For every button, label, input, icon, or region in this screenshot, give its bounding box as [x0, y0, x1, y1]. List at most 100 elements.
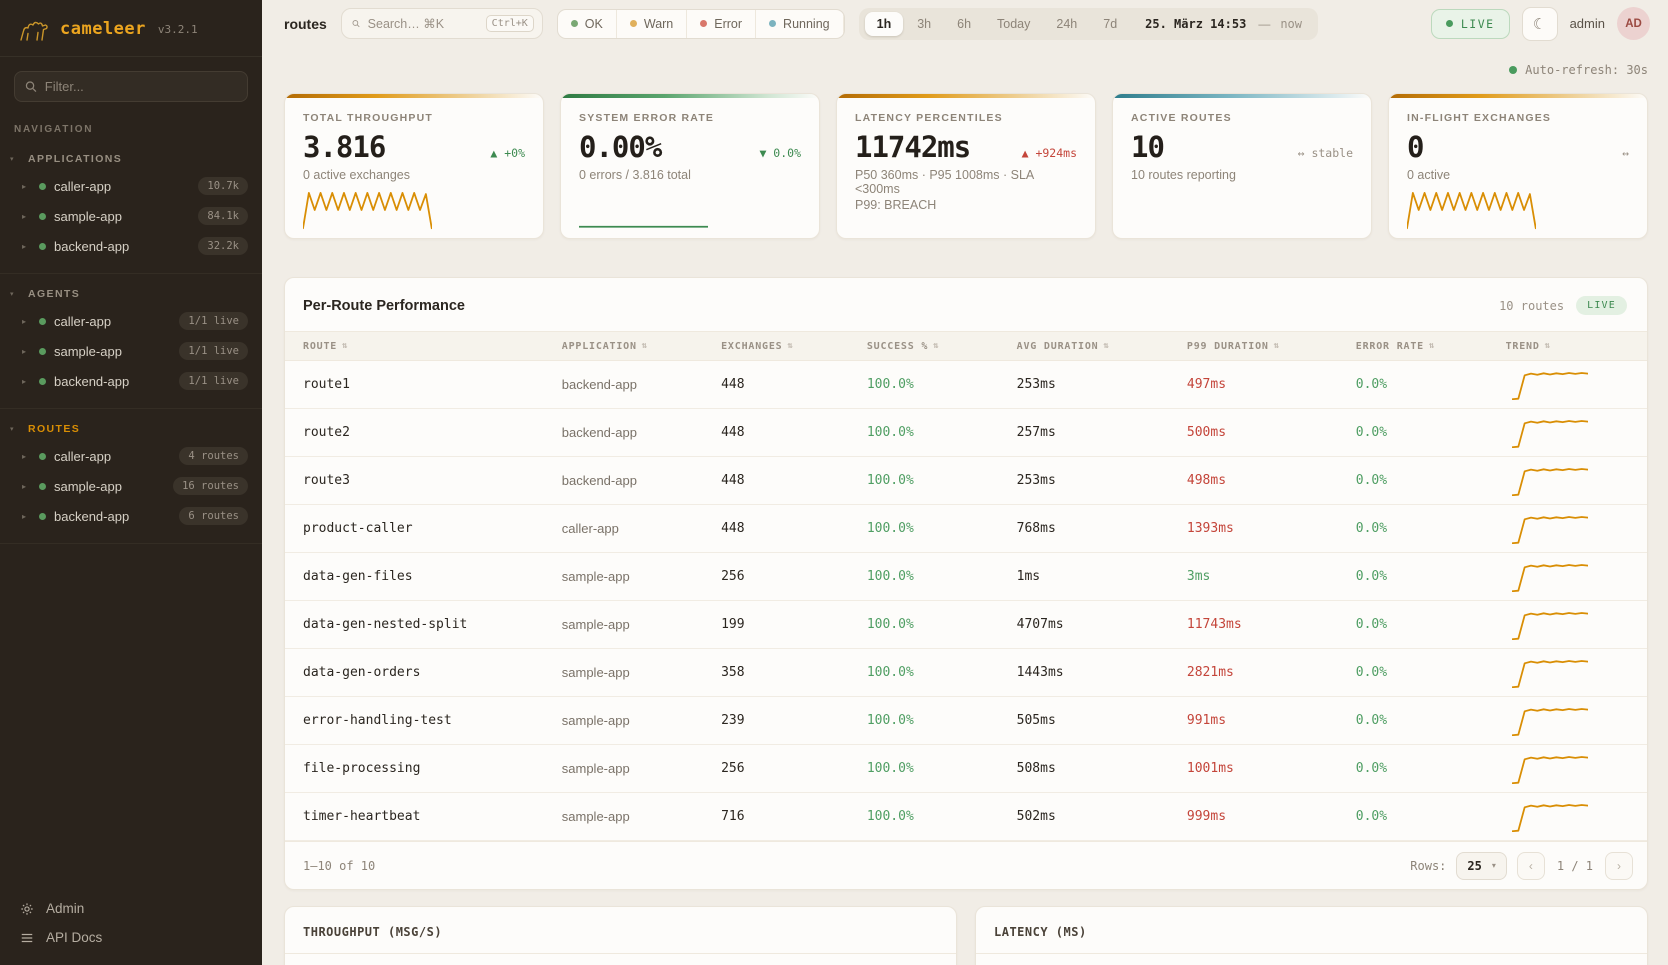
- section-header-routes[interactable]: ▾ ROUTES: [0, 419, 262, 441]
- next-page-button[interactable]: ›: [1605, 851, 1633, 880]
- autorefresh-status: Auto-refresh: 30s: [284, 61, 1648, 79]
- time-range-button[interactable]: 7d: [1091, 12, 1129, 36]
- status-dot-icon: [39, 377, 46, 385]
- live-toggle-button[interactable]: LIVE: [1430, 8, 1510, 39]
- sidebar-section-applications: ▾ APPLICATIONS ▸ caller-app 10.7k ▸ samp…: [0, 139, 262, 274]
- sparkline-chart: [579, 190, 708, 230]
- time-range-button[interactable]: Today: [985, 12, 1042, 36]
- cell-p99-duration: 3ms: [1186, 569, 1211, 584]
- sidebar-item-agent[interactable]: ▸ caller-app 1/1 live: [0, 306, 262, 336]
- cell-exchanges: 448: [721, 521, 745, 536]
- status-dot-icon: [39, 212, 46, 220]
- search-input[interactable]: [367, 16, 478, 31]
- sidebar-item-agent[interactable]: ▸ sample-app 1/1 live: [0, 336, 262, 366]
- status-filter-chip[interactable]: Warn: [617, 9, 688, 38]
- table-row[interactable]: error-handling-test sample-app 239 100.0…: [285, 697, 1647, 745]
- column-header-trend[interactable]: TREND ⇅: [1505, 340, 1551, 352]
- column-header-success[interactable]: SUCCESS % ⇅: [866, 340, 940, 352]
- chart-title: THROUGHPUT (MSG/S): [285, 907, 956, 954]
- cell-p99-duration: 1001ms: [1186, 761, 1234, 776]
- column-header-p99-duration[interactable]: P99 DURATION ⇅: [1186, 340, 1280, 352]
- chart-title: LATENCY (MS): [976, 907, 1647, 954]
- time-range-button[interactable]: 24h: [1044, 12, 1089, 36]
- theme-toggle-button[interactable]: ☾: [1521, 6, 1558, 41]
- table-row[interactable]: route1 backend-app 448 100.0% 253ms 497m…: [285, 361, 1647, 409]
- sidebar-item-application[interactable]: ▸ sample-app 84.1k: [0, 201, 262, 231]
- status-filter-chip[interactable]: Error: [687, 9, 757, 38]
- table-row[interactable]: data-gen-files sample-app 256 100.0% 1ms…: [285, 553, 1647, 601]
- time-range-button[interactable]: 6h: [945, 12, 983, 36]
- logo[interactable]: cameleer v3.2.1: [0, 0, 262, 57]
- kpi-label: TOTAL THROUGHPUT: [303, 112, 434, 124]
- column-header-avg-duration[interactable]: AVG DURATION ⇅: [1016, 340, 1110, 352]
- date-to[interactable]: now: [1280, 16, 1302, 31]
- sidebar-item-route[interactable]: ▸ backend-app 6 routes: [0, 501, 262, 531]
- cell-application: backend-app: [561, 425, 637, 440]
- time-range-button[interactable]: 1h: [864, 11, 904, 36]
- gear-icon: [21, 902, 33, 915]
- item-badge: 32.2k: [198, 237, 248, 255]
- sidebar-filter[interactable]: [14, 71, 248, 102]
- table-row[interactable]: route2 backend-app 448 100.0% 257ms 500m…: [285, 409, 1647, 457]
- cell-p99-duration: 999ms: [1186, 809, 1227, 824]
- kpi-value: 0: [1407, 130, 1424, 164]
- table-row[interactable]: route3 backend-app 448 100.0% 253ms 498m…: [285, 457, 1647, 505]
- cell-exchanges: 448: [721, 377, 745, 392]
- status-filter-chip[interactable]: Running: [756, 9, 844, 38]
- cell-route: error-handling-test: [303, 713, 452, 728]
- topbar-right: LIVE ☾ admin AD: [1430, 6, 1650, 41]
- sidebar-item-agent[interactable]: ▸ backend-app 1/1 live: [0, 366, 262, 396]
- sidebar-item-route[interactable]: ▸ caller-app 4 routes: [0, 441, 262, 471]
- live-dot-icon: [1445, 20, 1453, 27]
- table-row[interactable]: data-gen-nested-split sample-app 199 100…: [285, 601, 1647, 649]
- avatar[interactable]: AD: [1617, 7, 1650, 40]
- cell-application: sample-app: [561, 665, 630, 680]
- date-from[interactable]: 25. März 14:53: [1145, 16, 1247, 31]
- column-header-application[interactable]: APPLICATION ⇅: [561, 340, 649, 352]
- app-name: cameleer: [60, 19, 146, 39]
- table-row[interactable]: data-gen-orders sample-app 358 100.0% 14…: [285, 649, 1647, 697]
- cell-p99-duration: 2821ms: [1186, 665, 1234, 680]
- table-row[interactable]: timer-heartbeat sample-app 716 100.0% 50…: [285, 793, 1647, 841]
- cell-exchanges: 448: [721, 473, 745, 488]
- chevron-right-icon: ▸: [22, 481, 27, 491]
- section-title: AGENTS: [28, 288, 81, 300]
- section-header-applications[interactable]: ▾ APPLICATIONS: [0, 149, 262, 171]
- trend-sparkline: [1512, 418, 1588, 448]
- sidebar-filter-input[interactable]: [44, 79, 237, 94]
- sidebar-item-route[interactable]: ▸ sample-app 16 routes: [0, 471, 262, 501]
- sidebar-section-routes: ▾ ROUTES ▸ caller-app 4 routes ▸ sample-…: [0, 409, 262, 544]
- rows-per-page-select[interactable]: 25 ▾: [1456, 851, 1507, 880]
- table-row[interactable]: product-caller caller-app 448 100.0% 768…: [285, 505, 1647, 553]
- sidebar-section-agents: ▾ AGENTS ▸ caller-app 1/1 live ▸ sample-…: [0, 274, 262, 409]
- column-header-error-rate[interactable]: ERROR RATE ⇅: [1355, 340, 1436, 352]
- table-row[interactable]: file-processing sample-app 256 100.0% 50…: [285, 745, 1647, 793]
- sidebar-item-application[interactable]: ▸ caller-app 10.7k: [0, 171, 262, 201]
- accent-bar: [561, 94, 819, 98]
- accent-bar: [1113, 94, 1371, 98]
- admin-link[interactable]: Admin: [20, 901, 246, 916]
- column-header-exchanges[interactable]: EXCHANGES ⇅: [721, 340, 794, 352]
- api-docs-link[interactable]: API Docs: [20, 930, 246, 945]
- cell-route: route2: [303, 425, 350, 440]
- cell-application: caller-app: [561, 521, 619, 536]
- trend-sparkline: [1512, 706, 1588, 736]
- accent-bar: [285, 94, 543, 98]
- status-filter-chip[interactable]: OK: [558, 9, 617, 38]
- table-footer: 1–10 of 10 Rows: 25 ▾ ‹ 1 / 1 ›: [285, 841, 1647, 889]
- section-header-agents[interactable]: ▾ AGENTS: [0, 284, 262, 306]
- topbar: routes Ctrl+K OK Warn Error: [262, 0, 1668, 47]
- prev-page-button[interactable]: ‹: [1516, 851, 1545, 880]
- column-header-route[interactable]: ROUTE ⇅: [303, 340, 349, 352]
- kpi-total-throughput: TOTAL THROUGHPUT 3.816 ▲ +0% 0 active ex…: [284, 93, 544, 239]
- chevron-right-icon: ▸: [22, 511, 27, 521]
- item-label: caller-app: [54, 178, 112, 194]
- sidebar-item-application[interactable]: ▸ backend-app 32.2k: [0, 231, 262, 261]
- time-range-button[interactable]: 3h: [905, 12, 943, 36]
- autorefresh-dot-icon: [1509, 66, 1518, 74]
- item-label: sample-app: [54, 478, 122, 494]
- status-dot-icon: [629, 20, 637, 27]
- cell-success: 100.0%: [866, 617, 914, 632]
- kpi-subtitle: 0 active: [1407, 168, 1451, 182]
- global-search[interactable]: Ctrl+K: [340, 8, 543, 39]
